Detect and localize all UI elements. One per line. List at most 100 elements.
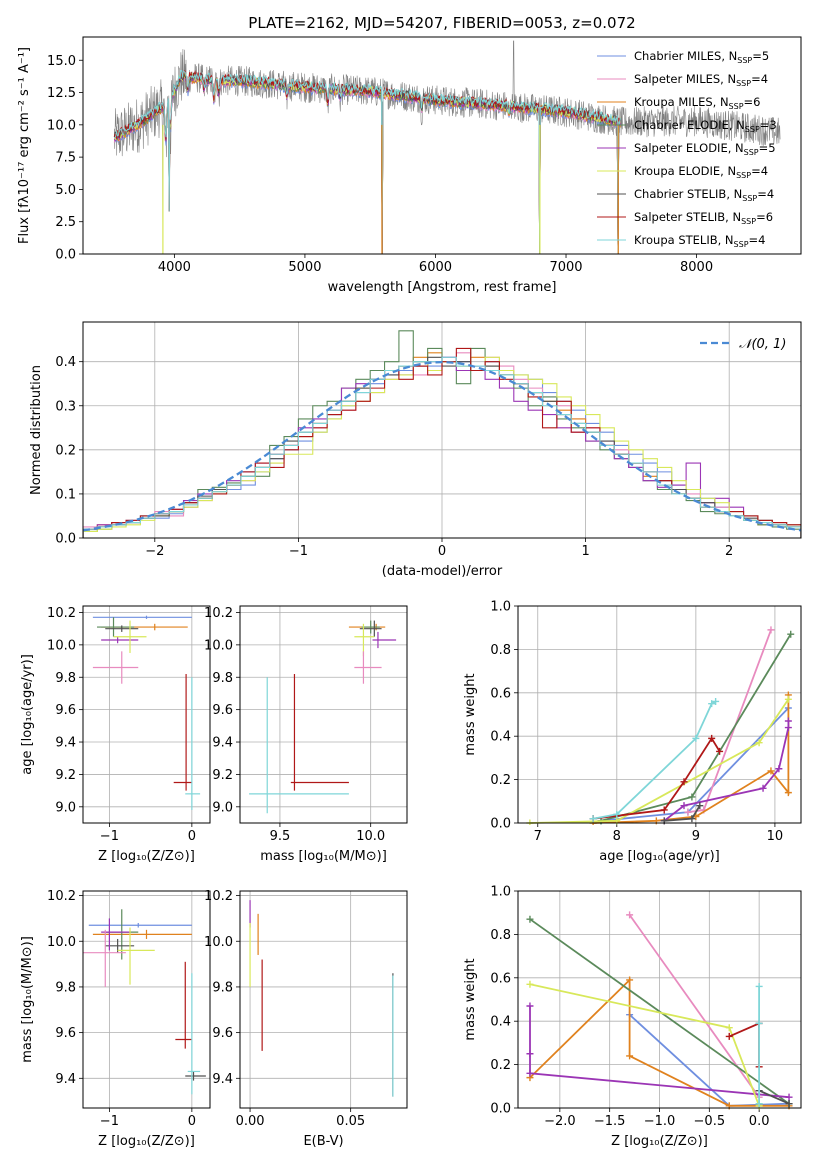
legend-label-kroupa-elodie: Kroupa ELODIE, NSSP=4 <box>634 164 768 180</box>
axes-frame <box>82 36 802 255</box>
y-tick-label: 0.8 <box>490 643 511 658</box>
y-tick-label: 0.4 <box>490 1015 511 1030</box>
y-axis-label: Normed distribution <box>29 365 44 495</box>
series-marker-salpeter-miles <box>626 911 634 919</box>
x-tick-label: 6000 <box>419 260 452 275</box>
series-marker-salpeter-elodie <box>785 1093 793 1101</box>
x-tick-label: 0.05 <box>336 1114 365 1129</box>
x-tick-label: 0.00 <box>236 1114 265 1129</box>
y-tick-label: 0.0 <box>490 1102 511 1117</box>
series-marker-kroupa-miles <box>626 976 634 984</box>
series-marker-chabrier-elodie <box>787 630 795 638</box>
y-axis-label: mass weight <box>463 673 478 755</box>
x-axis-label: mass [log₁₀(M/M⊙)] <box>260 849 387 864</box>
y-axis-label: mass [log₁₀(M/M⊙)] <box>20 936 35 1063</box>
x-tick-label: 0.0 <box>749 1114 770 1129</box>
massweight-vs-age-panel: 7 8 9 10 0.0 0.2 0.4 0.6 0.8 1.0 age [log₁₀(age/yr… <box>463 600 802 864</box>
massweight-vs-Z-panel: −2.0 −1.5 −1.0 −0.5 0.0 0.0 0.2 0.4 0.6 0.8 1.0 Z [… <box>463 885 802 1149</box>
series-marker-salpeter-stelib <box>708 734 716 742</box>
x-tick-label: −1 <box>100 829 119 844</box>
y-tick-label: 10.0 <box>204 935 233 950</box>
axes-frame <box>239 890 408 1109</box>
y-tick-label: 0.3 <box>55 399 76 414</box>
series-marker-salpeter-elodie <box>526 1002 534 1010</box>
x-tick-label: −2.0 <box>544 1114 576 1129</box>
y-tick-label: 9.6 <box>212 1026 233 1041</box>
legend-label-normal: 𝒩(0, 1) <box>739 337 786 352</box>
x-tick-label: 4000 <box>158 260 191 275</box>
y-tick-label: 0.4 <box>490 730 511 745</box>
x-tick-label: 9.5 <box>270 829 291 844</box>
x-tick-label: −1 <box>100 1114 119 1129</box>
y-tick-label: 1.0 <box>490 600 511 615</box>
x-tick-label: 5000 <box>288 260 321 275</box>
series-marker-salpeter-stelib <box>716 747 724 755</box>
x-tick-label: −1.5 <box>594 1114 626 1129</box>
y-tick-label: 9.0 <box>212 800 233 815</box>
x-axis-label: Z [log₁₀(Z/Z⊙)] <box>98 849 195 864</box>
y-tick-label: 9.6 <box>55 703 76 718</box>
axes-frame <box>517 890 802 1109</box>
x-tick-label: 1 <box>581 544 589 559</box>
age-vs-Z-panel: −1 0 9.0 9.2 9.4 9.6 9.8 10.0 10.2 Z [log₁₀(Z/Z⊙)… <box>20 605 211 864</box>
x-axis-label: Z [log₁₀(Z/Z⊙)] <box>611 1134 708 1149</box>
legend-label-salpeter-miles: Salpeter MILES, NSSP=4 <box>634 72 768 88</box>
y-tick-label: 10.0 <box>204 638 233 653</box>
series-marker-kroupa-stelib <box>755 1100 763 1108</box>
y-tick-label: 2.5 <box>55 215 76 230</box>
normal-distribution-line <box>83 360 801 532</box>
y-tick-label: 10.2 <box>47 606 76 621</box>
axes-frame <box>82 605 211 824</box>
series-marker-chabrier-elodie <box>526 915 534 923</box>
series-marker-chabrier-stelib <box>688 815 696 823</box>
x-tick-label: 10.0 <box>356 829 385 844</box>
axes-frame <box>82 890 211 1109</box>
y-tick-label: 9.8 <box>55 980 76 995</box>
y-tick-label: 0.4 <box>55 355 76 370</box>
axes-frame <box>517 605 802 824</box>
x-tick-label: 2 <box>725 544 733 559</box>
y-tick-label: 10.2 <box>204 889 233 904</box>
y-tick-label: 0.6 <box>490 971 511 986</box>
age-vs-mass-panel: 9.5 10.0 9.0 9.2 9.4 9.6 9.8 10.0 10.2 mass [log₁… <box>204 605 408 864</box>
series-marker-chabrier-stelib <box>785 1100 793 1108</box>
x-tick-label: 8000 <box>680 260 713 275</box>
y-axis-label: mass weight <box>463 958 478 1040</box>
series-marker-kroupa-stelib <box>613 810 621 818</box>
series-marker-salpeter-stelib <box>680 778 688 786</box>
series-marker-kroupa-elodie <box>784 695 792 703</box>
x-axis-label: (data-model)/error <box>382 564 503 579</box>
x-tick-label: −1 <box>289 544 308 559</box>
series-marker-kroupa-stelib <box>692 734 700 742</box>
line-plot-area <box>526 911 793 1110</box>
y-axis-label: Flux [fλ10⁻¹⁷ erg cm⁻² s⁻¹ A⁻¹] <box>17 47 32 244</box>
y-tick-label: 15.0 <box>47 54 76 69</box>
series-marker-kroupa-miles <box>626 1052 634 1060</box>
y-tick-label: 0.6 <box>490 686 511 701</box>
series-marker-kroupa-stelib <box>755 982 763 990</box>
y-tick-label: 7.5 <box>55 151 76 166</box>
x-tick-label: 8 <box>613 829 621 844</box>
y-tick-label: 1.0 <box>490 885 511 900</box>
line-plot-area <box>526 626 795 825</box>
x-axis-label: E(B-V) <box>303 1134 343 1149</box>
series-marker-salpeter-elodie <box>526 1069 534 1077</box>
y-tick-label: 0.0 <box>55 248 76 263</box>
y-tick-label: 9.2 <box>212 768 233 783</box>
y-tick-label: 10.0 <box>47 935 76 950</box>
series-line-salpeter-miles <box>628 914 760 1098</box>
x-tick-label: 0 <box>438 544 446 559</box>
legend-label-chabrier-stelib: Chabrier STELIB, NSSP=4 <box>634 187 774 203</box>
y-tick-label: 0.2 <box>490 773 511 788</box>
y-tick-label: 9.2 <box>55 768 76 783</box>
series-line-kroupa-elodie <box>529 698 790 824</box>
y-tick-label: 0.2 <box>55 443 76 458</box>
y-tick-label: 10.2 <box>204 606 233 621</box>
series-marker-salpeter-miles <box>684 808 692 816</box>
y-tick-label: 9.4 <box>55 736 76 751</box>
histogram-panel: −2 −1 0 1 2 0.0 0.1 0.2 0.3 0.4 (data-model)/error… <box>29 321 802 579</box>
axes-frame <box>239 605 408 824</box>
y-tick-label: 9.8 <box>55 671 76 686</box>
series-marker-kroupa-stelib <box>712 697 720 705</box>
